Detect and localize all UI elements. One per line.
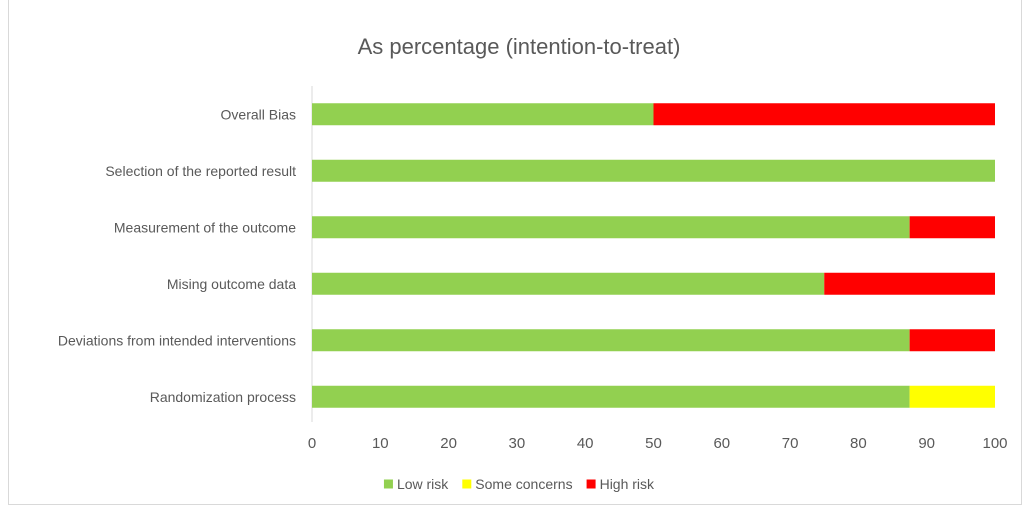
x-tick-label: 10: [372, 435, 389, 452]
bars-layer: [312, 103, 995, 408]
category-label: Selection of the reported result: [105, 163, 296, 179]
category-label: Deviations from intended interventions: [58, 332, 296, 348]
legend-label: High risk: [600, 476, 655, 492]
x-tick-label: 0: [308, 435, 316, 452]
bar-segment: [312, 385, 910, 408]
legend-label: Low risk: [397, 476, 449, 492]
bar-segment: [312, 329, 910, 352]
category-label: Randomization process: [150, 389, 296, 405]
x-tick-label: 70: [782, 435, 799, 452]
x-tick-label: 100: [982, 435, 1007, 452]
bar-segment: [312, 216, 910, 239]
legend-swatch: [462, 479, 472, 489]
legend: Low risk Some concerns High risk: [383, 476, 655, 492]
category-label: Measurement of the outcome: [114, 219, 296, 235]
x-tick-label: 50: [645, 435, 662, 452]
category-label: Overall Bias: [221, 106, 296, 122]
x-tick-label: 40: [577, 435, 594, 452]
bar-segment: [312, 272, 825, 295]
bar-segment: [312, 103, 654, 126]
chart-frame: [8, 0, 1022, 505]
x-tick-label: 80: [850, 435, 867, 452]
bar-segment: [312, 159, 995, 182]
legend-swatch: [586, 479, 596, 489]
bar-segment: [909, 216, 995, 239]
x-tick-label: 30: [509, 435, 526, 452]
bar-segment: [824, 272, 995, 295]
x-tick-labels: 0 10 20 30 40 50 60 70 80 90 100: [308, 435, 1008, 452]
bar-segment: [653, 103, 995, 126]
chart-title: As percentage (intention-to-treat): [358, 34, 681, 59]
category-labels: Overall Bias Selection of the reported re…: [58, 106, 296, 405]
x-tick-label: 60: [713, 435, 730, 452]
legend-swatch: [383, 479, 393, 489]
bar-segment: [909, 329, 995, 352]
bar-segment: [909, 385, 995, 408]
x-tick-label: 20: [440, 435, 457, 452]
legend-label: Some concerns: [475, 476, 572, 492]
x-tick-label: 90: [918, 435, 935, 452]
category-label: Mising outcome data: [167, 276, 296, 292]
